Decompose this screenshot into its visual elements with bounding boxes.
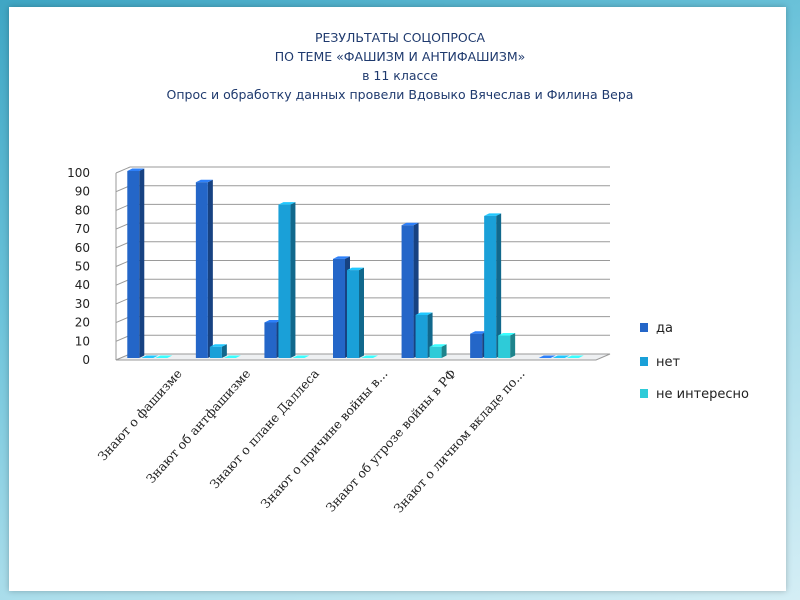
y-tick-label: 40 bbox=[75, 278, 90, 292]
bar-top bbox=[401, 222, 419, 226]
bar-top bbox=[292, 355, 310, 358]
y-tick-label: 10 bbox=[75, 334, 90, 348]
bar-top bbox=[333, 256, 350, 259]
bar bbox=[415, 314, 428, 358]
bar-top bbox=[141, 355, 159, 358]
legend-label: не интересно bbox=[656, 387, 749, 402]
title-line-3: в 11 классе bbox=[362, 68, 438, 83]
bar bbox=[498, 335, 511, 358]
bar-side bbox=[510, 333, 516, 358]
y-tick-label: 30 bbox=[75, 297, 90, 311]
bar-top bbox=[429, 344, 447, 347]
bar bbox=[264, 322, 277, 358]
legend-label: да bbox=[656, 321, 673, 336]
bar-top bbox=[195, 179, 213, 183]
legend-label: нет bbox=[656, 355, 680, 370]
bar bbox=[429, 346, 442, 358]
legend-swatch bbox=[640, 357, 648, 366]
bar-top bbox=[347, 267, 364, 271]
bar-side bbox=[290, 202, 296, 358]
y-tick-label: 70 bbox=[75, 222, 90, 236]
x-tick-label: Знают о плане Даллеса bbox=[207, 366, 323, 492]
bar-top bbox=[155, 355, 173, 358]
bar-top bbox=[470, 331, 488, 334]
chart-title-block: РЕЗУЛЬТАТЫ СОЦОПРОСА ПО ТЕМЕ «ФАШИЗМ И А… bbox=[0, 28, 800, 104]
gridline-depth bbox=[115, 166, 131, 174]
bar-top bbox=[498, 333, 516, 336]
bar bbox=[195, 182, 208, 358]
bar-side bbox=[359, 267, 364, 358]
bar-top bbox=[223, 355, 241, 358]
y-tick-label: 20 bbox=[75, 316, 90, 330]
bar bbox=[209, 346, 222, 358]
bar-top bbox=[209, 344, 227, 347]
y-tick-label: 50 bbox=[75, 260, 90, 274]
bar bbox=[333, 258, 345, 358]
legend-swatch bbox=[640, 323, 648, 332]
y-tick-label: 0 bbox=[82, 353, 90, 367]
bar bbox=[347, 270, 359, 358]
bar-side bbox=[207, 179, 213, 358]
title-line-1: РЕЗУЛЬТАТЫ СОЦОПРОСА bbox=[314, 30, 486, 45]
bar-side bbox=[139, 168, 145, 358]
bar bbox=[401, 225, 414, 358]
bar-top bbox=[278, 202, 296, 205]
bar-top bbox=[415, 312, 433, 315]
y-tick-label: 90 bbox=[75, 185, 90, 199]
bar bbox=[470, 333, 483, 358]
bar-side bbox=[441, 344, 447, 358]
bar-top bbox=[127, 168, 145, 171]
y-tick-label: 100 bbox=[67, 166, 90, 180]
x-tick-label: Знают о причине войны в... bbox=[258, 366, 391, 511]
bar bbox=[278, 204, 291, 358]
x-tick-label: Знают об угрозе войны в РФ bbox=[323, 366, 459, 515]
legend-swatch bbox=[640, 389, 648, 398]
y-tick-label: 60 bbox=[75, 241, 90, 255]
y-tick-label: 80 bbox=[75, 203, 90, 217]
bar-top bbox=[552, 355, 570, 358]
bar-top bbox=[538, 355, 556, 358]
bar-side bbox=[221, 344, 227, 358]
bar bbox=[484, 215, 497, 358]
bar-top bbox=[264, 319, 282, 323]
x-tick-label: Знают о личном вкладе по... bbox=[391, 366, 528, 516]
bar bbox=[127, 171, 140, 358]
bar-top bbox=[566, 355, 584, 358]
bar-top bbox=[361, 355, 378, 358]
title-line-4: Опрос и обработку данных провели Вдовыко… bbox=[166, 87, 634, 102]
bar-top bbox=[484, 213, 502, 216]
title-line-2: ПО ТЕМЕ «ФАШИЗМ И АНТИФАШИЗМ» bbox=[274, 49, 526, 64]
bar-side bbox=[496, 213, 502, 358]
